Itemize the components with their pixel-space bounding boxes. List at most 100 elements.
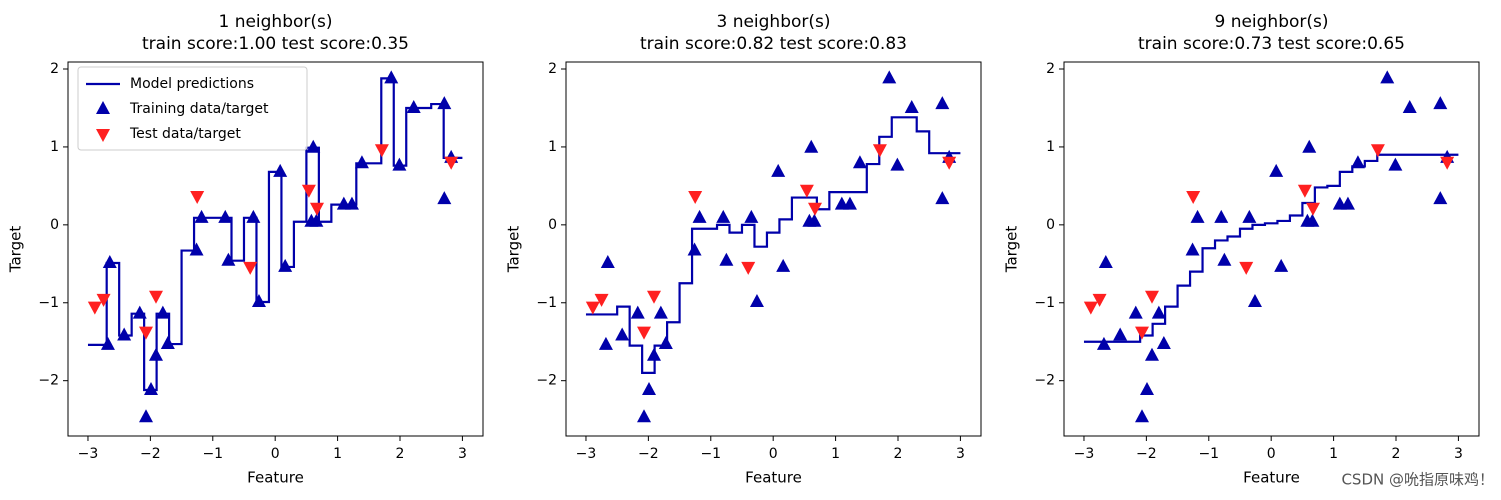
scatter-marker xyxy=(309,213,324,227)
scatter-marker xyxy=(96,293,111,307)
scatter-marker xyxy=(1340,196,1355,210)
scatter-marker xyxy=(630,305,645,319)
x-tick-label: −1 xyxy=(1198,446,1219,462)
scatter-marker xyxy=(132,305,147,319)
scatter-marker xyxy=(615,327,630,341)
scatter-marker xyxy=(1083,301,1098,315)
scatter-marker xyxy=(749,293,764,307)
legend-marker xyxy=(96,129,110,142)
scatter-marker xyxy=(658,336,673,350)
scatter-marker xyxy=(1156,336,1171,350)
legend-label: Test data/target xyxy=(129,126,241,142)
x-tick-label: 0 xyxy=(1267,446,1276,462)
x-axis-label: Feature xyxy=(1243,469,1300,487)
scatter-marker xyxy=(598,336,613,350)
x-tick-label: −1 xyxy=(700,446,721,462)
scatter-marker xyxy=(804,139,819,153)
y-tick-label: 2 xyxy=(1046,61,1055,77)
scatter-marker xyxy=(741,261,756,275)
y-tick-label: −1 xyxy=(536,295,557,311)
legend-frame xyxy=(77,66,308,151)
x-tick-label: −2 xyxy=(638,446,659,462)
y-tick-label: 1 xyxy=(1046,139,1055,155)
scatter-marker xyxy=(904,99,919,113)
scatter-marker xyxy=(637,326,652,340)
scatter-marker xyxy=(1274,258,1289,272)
scatter-marker xyxy=(600,255,615,269)
scatter-marker xyxy=(374,144,389,158)
scatter-marker xyxy=(354,155,369,169)
scatter-marker xyxy=(1135,326,1150,340)
x-tick-label: −3 xyxy=(1074,446,1095,462)
scatter-marker xyxy=(246,209,261,223)
x-tick-label: −1 xyxy=(202,446,223,462)
scatter-marker xyxy=(273,163,288,177)
scatter-marker xyxy=(1433,191,1448,205)
x-tick-label: 2 xyxy=(1392,446,1401,462)
scatter-marker xyxy=(87,301,102,315)
scatter-marker xyxy=(190,191,205,205)
y-tick-label: −2 xyxy=(536,373,557,389)
y-axis-label: Target xyxy=(1003,226,1021,274)
x-tick-label: 3 xyxy=(1454,446,1463,462)
scatter-marker xyxy=(594,293,609,307)
scatter-marker xyxy=(306,139,321,153)
chart-title: 1 neighbor(s) xyxy=(218,12,332,32)
x-tick-label: −3 xyxy=(576,446,597,462)
y-tick-label: 1 xyxy=(548,139,557,155)
scatter-marker xyxy=(155,305,170,319)
x-tick-label: 0 xyxy=(769,446,778,462)
y-tick-label: −1 xyxy=(1034,295,1055,311)
scatter-marker xyxy=(1242,209,1257,223)
scatter-marker xyxy=(437,96,452,110)
legend-label: Model predictions xyxy=(130,76,254,92)
scatter-marker xyxy=(1297,184,1312,198)
scatter-marker xyxy=(1239,261,1254,275)
scatter-marker xyxy=(1370,144,1385,158)
scatter-marker xyxy=(444,156,459,170)
x-tick-label: −2 xyxy=(1136,446,1157,462)
scatter-marker xyxy=(935,191,950,205)
scatter-marker xyxy=(251,293,266,307)
scatter-marker xyxy=(799,184,814,198)
scatter-marker xyxy=(637,409,652,423)
prediction-line xyxy=(585,116,961,374)
scatter-marker xyxy=(310,202,324,216)
scatter-marker xyxy=(301,184,316,198)
scatter-marker xyxy=(719,252,734,266)
y-axis-label: Target xyxy=(505,226,523,274)
scatter-marker xyxy=(692,209,707,223)
scatter-marker xyxy=(744,209,759,223)
watermark: CSDN @吮指原味鸡！ xyxy=(1341,471,1494,489)
scatter-marker xyxy=(1113,327,1128,341)
scatter-marker xyxy=(716,209,731,223)
x-tick-label: 3 xyxy=(458,446,467,462)
y-tick-label: −2 xyxy=(38,373,59,389)
scatter-marker xyxy=(392,157,407,171)
scatter-marker xyxy=(688,191,703,205)
legend-marker xyxy=(96,101,110,114)
legend-label: Training data/target xyxy=(129,101,269,117)
scatter-marker xyxy=(1092,293,1107,307)
scatter-marker xyxy=(646,347,661,361)
scatter-marker xyxy=(882,70,897,84)
scatter-marker xyxy=(102,255,117,269)
scatter-marker xyxy=(1098,255,1113,269)
scatter-marker xyxy=(1185,242,1200,256)
x-axis-label: Feature xyxy=(247,469,304,487)
scatter-marker xyxy=(139,409,154,423)
y-tick-label: 0 xyxy=(50,217,59,233)
scatter-marker xyxy=(1247,293,1262,307)
x-tick-label: 0 xyxy=(271,446,280,462)
scatter-marker xyxy=(148,347,163,361)
scatter-marker xyxy=(117,327,132,341)
y-axis-label: Target xyxy=(7,226,25,274)
scatter-marker xyxy=(1402,99,1417,113)
scatter-marker xyxy=(278,258,293,272)
x-tick-label: 2 xyxy=(396,446,405,462)
scatter-marker xyxy=(842,196,857,210)
scatter-marker xyxy=(160,336,175,350)
scatter-marker xyxy=(642,382,656,396)
